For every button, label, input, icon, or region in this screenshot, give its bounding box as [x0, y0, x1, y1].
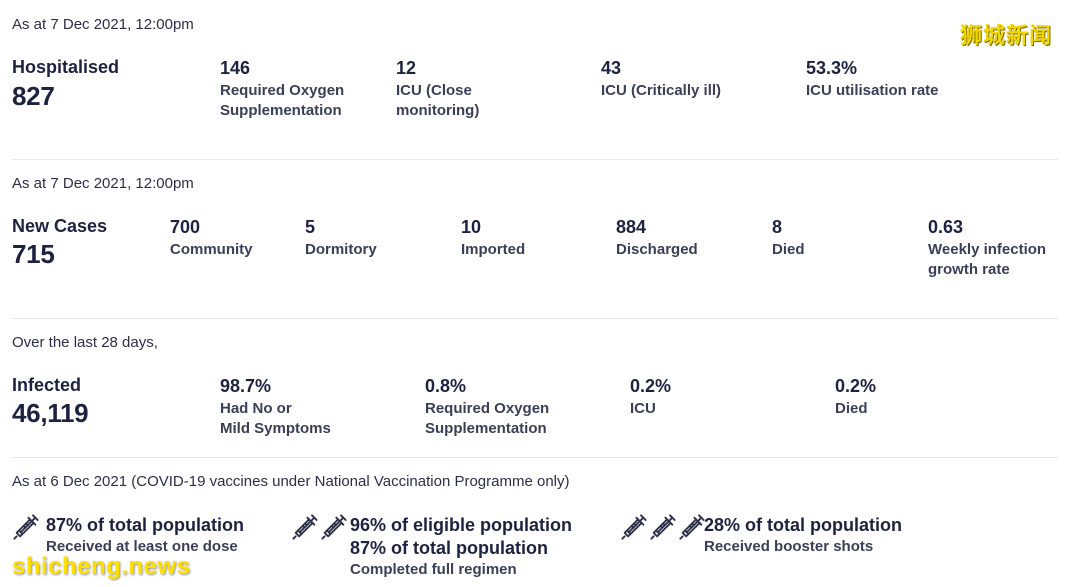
hospitalised-title: Hospitalised — [12, 57, 120, 77]
syringe-icon-group — [291, 513, 348, 541]
stat-label: Required Oxygen — [425, 400, 550, 417]
stat-value: 146 — [220, 58, 251, 78]
vaccination-asof: As at 6 Dec 2021 (COVID-19 vaccines unde… — [12, 473, 570, 490]
stat-label: ICU — [630, 400, 656, 417]
stat-value: 53.3% — [806, 58, 858, 78]
divider — [12, 318, 1058, 319]
stat-value: 12 — [396, 58, 417, 78]
stat-label: ICU (Close — [396, 82, 472, 99]
syringe-icon — [292, 514, 318, 540]
vax-sub: Received booster shots — [704, 538, 874, 555]
cases-asof: As at 7 Dec 2021, 12:00pm — [12, 175, 194, 192]
stat-value: 0.2% — [630, 376, 672, 396]
infected-title: Infected — [12, 375, 82, 395]
watermark-bottom-left: shicheng.news — [12, 553, 191, 580]
stat-growth-rate: 0.63 Weekly infection growth rate — [928, 217, 1046, 280]
stat-oxygen-28d: 0.8% Required Oxygen Supplementation — [425, 376, 549, 439]
stat-label: Required Oxygen — [220, 82, 345, 99]
hospitalised-total: 827 — [12, 81, 55, 111]
stat-label: Had No or — [220, 400, 292, 417]
stat-value: 5 — [305, 217, 316, 237]
stat-value: 700 — [170, 217, 201, 237]
stat-label: Imported — [461, 241, 526, 258]
stat-value: 0.8% — [425, 376, 467, 396]
vax-item-first-dose: 87% of total population Received at leas… — [46, 514, 244, 557]
stat-value: 0.63 — [928, 217, 964, 237]
stat-label: ICU (Critically ill) — [601, 82, 722, 99]
stat-value: 10 — [461, 217, 482, 237]
stat-discharged: 884 Discharged — [616, 217, 698, 260]
vax-sub: Received at least one dose — [46, 538, 238, 555]
infected-total: 46,119 — [12, 398, 89, 428]
stat-label: Weekly infection — [928, 241, 1047, 258]
divider — [12, 159, 1058, 160]
watermark-top-right: 狮城新闻 — [960, 23, 1053, 48]
stat-label: Supplementation — [425, 420, 547, 437]
stat-label: Community — [170, 241, 253, 258]
syringe-icon — [321, 514, 347, 540]
stat-value: 8 — [772, 217, 783, 237]
stat-value: 884 — [616, 217, 647, 237]
stat-dormitory: 5 Dormitory — [305, 217, 377, 260]
stat-icu-28d: 0.2% ICU — [630, 376, 671, 419]
hospital-asof: As at 7 Dec 2021, 12:00pm — [12, 16, 194, 33]
vax-line: 87% of total population — [46, 515, 244, 535]
stat-icu-close: 12 ICU (Close monitoring) — [396, 58, 479, 121]
syringe-icon — [13, 514, 39, 540]
stat-label: Supplementation — [220, 102, 342, 119]
vax-line: 87% of total population — [350, 538, 548, 558]
new-cases-total: 715 — [12, 239, 55, 269]
vax-line: 96% of eligible population — [350, 515, 573, 535]
stat-imported: 10 Imported — [461, 217, 525, 260]
stat-label: growth rate — [928, 261, 1010, 278]
stat-value: 98.7% — [220, 376, 272, 396]
new-cases-title: New Cases — [12, 216, 108, 236]
stat-icu-critical: 43 ICU (Critically ill) — [601, 58, 721, 101]
stat-label: Died — [772, 241, 805, 258]
syringe-icon — [679, 514, 705, 540]
stat-label: monitoring) — [396, 102, 480, 119]
stat-label: Discharged — [616, 241, 698, 258]
vax-item-booster: 28% of total population Received booster… — [704, 514, 902, 557]
syringe-icon-group — [620, 513, 706, 541]
stat-died-28d: 0.2% Died — [835, 376, 876, 419]
vax-line: 28% of total population — [704, 515, 902, 535]
stat-label: Died — [835, 400, 868, 417]
syringe-icon-group — [12, 513, 40, 541]
stat-value: 43 — [601, 58, 622, 78]
stat-died: 8 Died — [772, 217, 805, 260]
vax-sub: Completed full regimen — [350, 561, 517, 578]
stat-label: ICU utilisation rate — [806, 82, 939, 99]
syringe-icon — [621, 514, 647, 540]
stat-label: Dormitory — [305, 241, 377, 258]
divider — [12, 457, 1058, 458]
stat-label: Mild Symptoms — [220, 420, 331, 437]
stat-oxygen: 146 Required Oxygen Supplementation — [220, 58, 344, 121]
stat-mild: 98.7% Had No or Mild Symptoms — [220, 376, 331, 439]
stat-value: 0.2% — [835, 376, 877, 396]
infected-asof: Over the last 28 days, — [12, 334, 158, 351]
vax-item-full-regimen: 96% of eligible population 87% of total … — [350, 514, 572, 580]
stat-icu-utilisation: 53.3% ICU utilisation rate — [806, 58, 939, 101]
stat-community: 700 Community — [170, 217, 253, 260]
syringe-icon — [650, 514, 676, 540]
